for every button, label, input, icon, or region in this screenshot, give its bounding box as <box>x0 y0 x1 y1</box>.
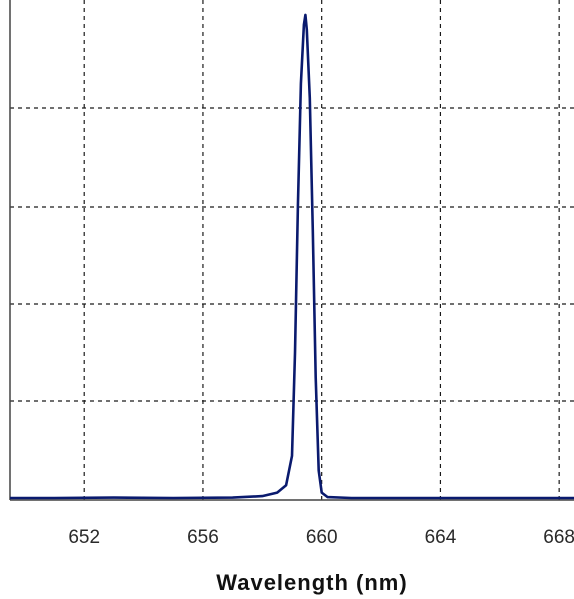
x-tick-label-4: 668 <box>543 527 574 548</box>
tick-label-layer: 652 656 660 664 668 <box>68 527 574 548</box>
x-tick-label-1: 656 <box>187 527 219 548</box>
x-tick-label-2: 660 <box>306 527 338 548</box>
grid-layer <box>10 0 574 500</box>
spectrum-series-line-0 <box>10 13 574 500</box>
x-axis-title: Wavelength (nm) <box>216 570 407 595</box>
series-layer <box>10 13 574 500</box>
x-tick-label-0: 652 <box>68 527 100 548</box>
x-tick-label-3: 664 <box>425 527 457 548</box>
